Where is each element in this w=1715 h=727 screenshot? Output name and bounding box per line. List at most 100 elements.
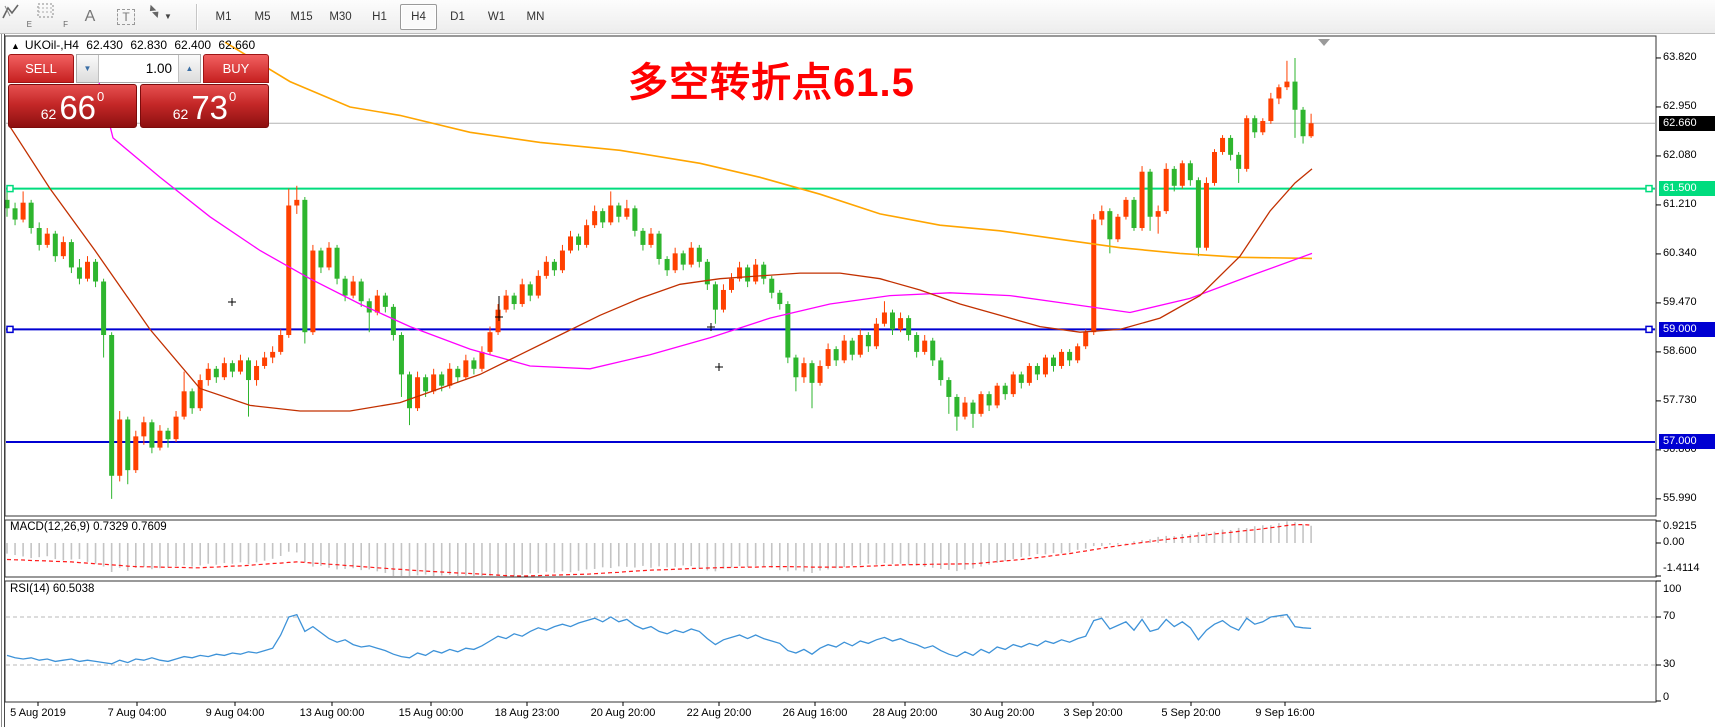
text-box-icon[interactable]: T <box>109 3 143 30</box>
time-axis-label: 18 Aug 23:00 <box>494 707 560 719</box>
candle <box>624 208 630 217</box>
candle <box>318 250 324 268</box>
candle <box>1276 87 1282 99</box>
candle <box>576 236 582 245</box>
candle <box>1308 123 1314 137</box>
candle <box>849 340 855 355</box>
timeframe-button-m5[interactable]: M5 <box>254 10 271 23</box>
candle <box>761 264 767 279</box>
candle <box>85 261 90 279</box>
candle <box>584 225 590 245</box>
rsi-axis-label: 70 <box>1663 610 1676 622</box>
hline-handle[interactable] <box>6 184 14 193</box>
sell-price-prefix: 62 <box>40 106 57 122</box>
volume-decrease-button[interactable]: ▼ <box>77 55 99 82</box>
timeframe-button-mn[interactable]: MN <box>526 10 545 23</box>
rsi-axis-label: 100 <box>1663 583 1682 595</box>
candle <box>898 318 904 330</box>
candle <box>149 422 155 448</box>
candle <box>101 281 107 336</box>
buy-price-big: 73 <box>191 89 229 126</box>
time-axis-label: 26 Aug 16:00 <box>782 707 848 719</box>
timeframe-button-d1[interactable]: D1 <box>450 10 465 23</box>
candle <box>737 267 743 279</box>
candle <box>1026 365 1032 383</box>
time-axis-label: 9 Sep 16:00 <box>1255 707 1315 719</box>
chart-annotation-text: 多空转折点61.5 <box>628 61 915 105</box>
candle <box>1139 171 1145 229</box>
timeframe-button-m30[interactable]: M30 <box>329 10 352 23</box>
candle <box>1252 118 1258 133</box>
collapse-arrow-icon[interactable]: ▲ <box>11 41 20 51</box>
candle <box>12 208 18 220</box>
volume-input[interactable]: 1.00 <box>145 61 172 76</box>
timeframe-button-m1[interactable]: M1 <box>215 10 232 23</box>
sell-button[interactable]: SELL <box>8 54 74 83</box>
candle <box>616 205 622 217</box>
candle <box>1091 219 1097 333</box>
candle <box>1115 216 1121 240</box>
candle <box>704 261 710 285</box>
hline-handle[interactable] <box>1645 184 1653 193</box>
candle <box>954 396 960 417</box>
candle <box>141 422 147 437</box>
candle <box>527 284 533 296</box>
candle <box>656 233 662 259</box>
candle <box>1147 171 1153 217</box>
symbol-period: UKOil-,H4 <box>24 38 79 52</box>
time-axis-label: 13 Aug 00:00 <box>299 707 365 719</box>
scroll-end-marker-icon[interactable] <box>1318 39 1330 46</box>
candle <box>1187 163 1193 181</box>
candle <box>286 205 292 336</box>
candle <box>487 332 493 352</box>
buy-price-box[interactable]: 62 73 0 <box>140 84 269 128</box>
macd-signal-line <box>6 523 1312 577</box>
candle <box>1171 168 1177 186</box>
text-label-icon[interactable]: A <box>84 7 96 25</box>
ohlc-high: 62.830 <box>130 38 168 52</box>
candle <box>1107 211 1113 240</box>
candle <box>471 360 477 369</box>
buy-price-prefix: 62 <box>172 106 189 122</box>
hline-handle[interactable] <box>6 325 14 334</box>
candle <box>221 363 227 378</box>
sell-price-box[interactable]: 62 66 0 <box>8 84 137 128</box>
candle <box>1203 182 1209 248</box>
time-axis-label: 5 Sep 20:00 <box>1161 707 1221 719</box>
buy-button[interactable]: BUY <box>203 54 269 83</box>
timeframe-button-w1[interactable]: W1 <box>487 10 506 23</box>
arrows-objects-icon[interactable]: ▼ <box>145 3 189 30</box>
time-axis-label: 22 Aug 20:00 <box>686 707 752 719</box>
one-click-trade-widget: SELL ▼ 1.00 ▲ BUY 62 66 0 62 73 0 <box>8 54 269 128</box>
candle <box>865 335 871 347</box>
timeframe-button-h4[interactable]: H4 <box>400 3 437 30</box>
grid-pattern-icon[interactable]: F <box>37 3 71 30</box>
candle <box>535 275 541 296</box>
candle <box>1212 151 1217 183</box>
candle <box>463 360 469 378</box>
candle <box>1010 374 1016 395</box>
chart-header: ▲ UKOil-,H4 62.430 62.830 62.400 62.660 <box>11 38 259 52</box>
ohlc-low: 62.400 <box>174 38 212 52</box>
timeframe-button-m15[interactable]: M15 <box>290 10 313 23</box>
candle <box>93 261 99 282</box>
timeframe-button-h1[interactable]: H1 <box>372 10 387 23</box>
candle <box>793 357 799 378</box>
candle <box>672 253 678 271</box>
candle <box>1123 199 1129 217</box>
candle <box>511 295 517 305</box>
ma-magenta <box>95 70 1313 370</box>
buy-price-sup: 0 <box>229 89 237 104</box>
time-axis-label: 15 Aug 00:00 <box>398 707 464 719</box>
candle <box>28 202 34 229</box>
candle <box>922 340 928 352</box>
indicator-draw-icon[interactable]: E <box>1 3 35 30</box>
volume-increase-button[interactable]: ▲ <box>178 55 200 82</box>
candle <box>632 208 638 231</box>
hline-handle[interactable] <box>1645 325 1653 334</box>
candle <box>817 365 823 383</box>
price-axis-label: 59.470 <box>1663 296 1697 308</box>
ma-red <box>9 126 1313 412</box>
